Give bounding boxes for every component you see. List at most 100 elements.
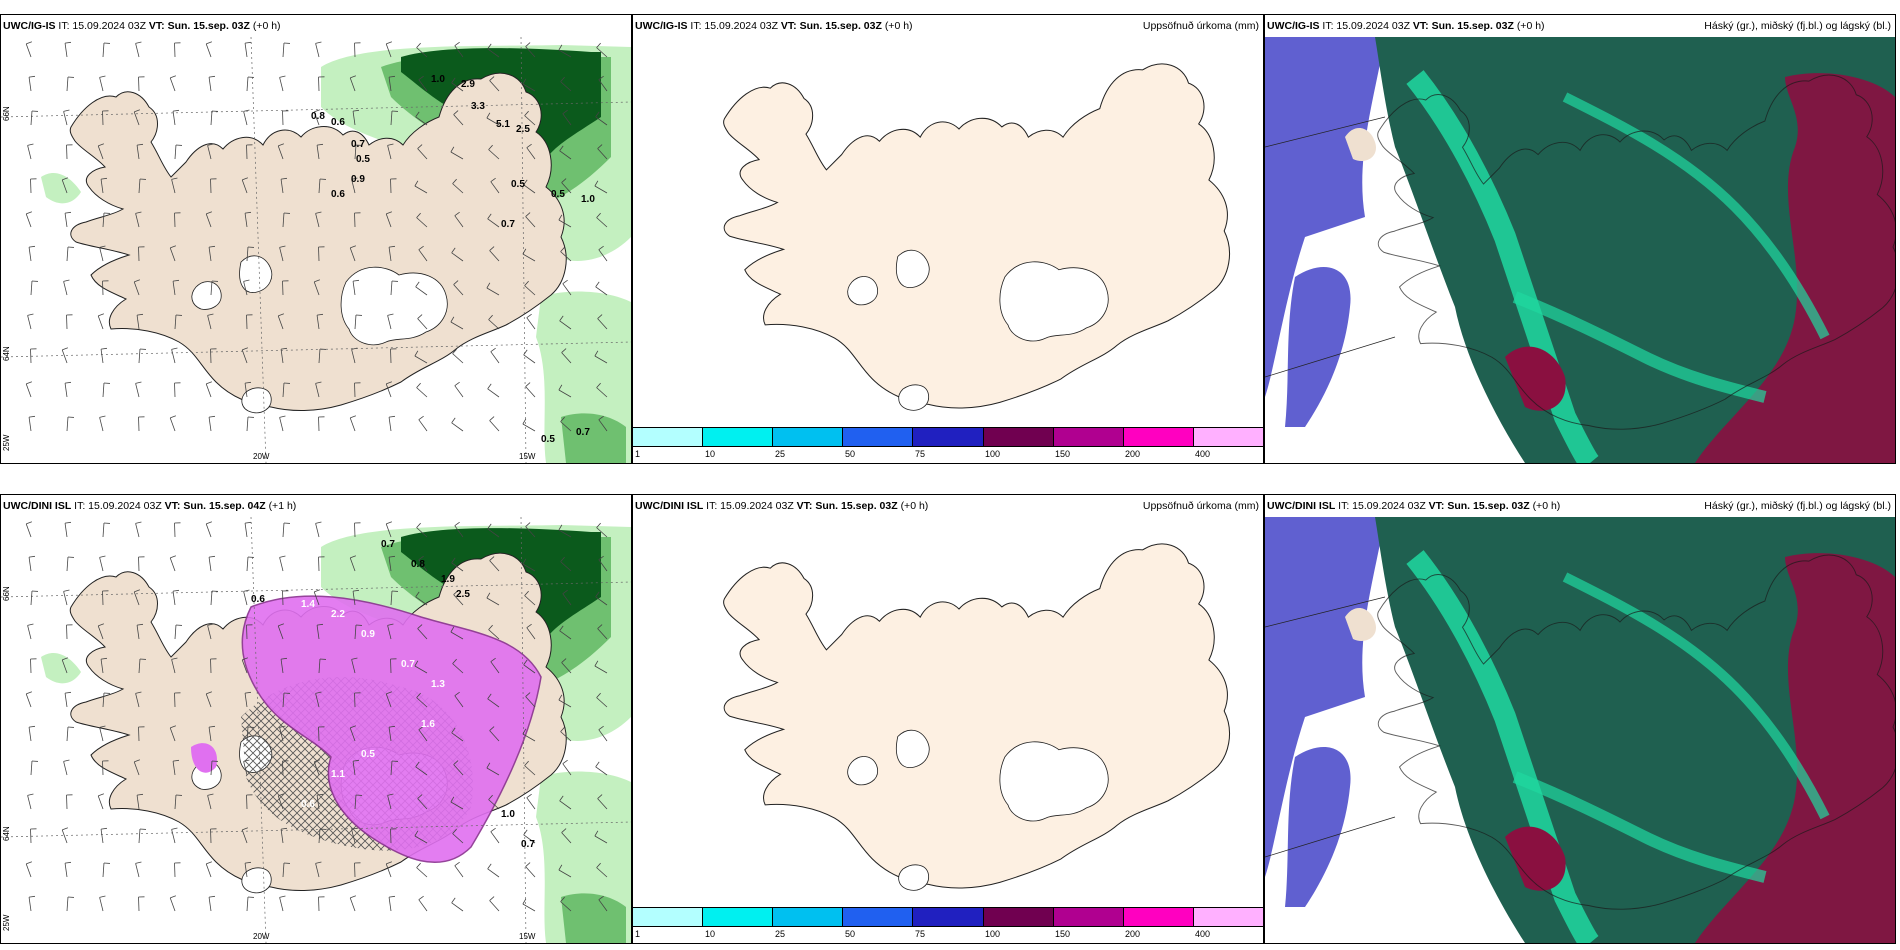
glacier	[847, 756, 878, 786]
latitude-line-upper	[1, 101, 631, 118]
legend-swatch	[843, 428, 914, 446]
legend-swatch	[703, 908, 774, 926]
low-cloud-area	[1265, 37, 1385, 397]
valid-time-label: VT:	[148, 20, 165, 32]
boundary-line	[1265, 596, 1386, 628]
panel-header: UWC/IG-IS IT: 15.09.2024 03Z VT: Sun. 15…	[1265, 15, 1895, 37]
precip-value: 0.6	[331, 189, 345, 200]
lat-label-64n: 64N	[2, 346, 11, 361]
valid-time: Sun. 15.sep. 03Z	[815, 500, 898, 512]
high-cloud-area	[1375, 37, 1895, 463]
mixed-cloud-patch	[1505, 346, 1566, 411]
precip-value: 2.5	[456, 589, 470, 600]
forecast-offset: (+0 h)	[1516, 20, 1545, 32]
valid-time: Sun. 15.sep. 03Z	[167, 20, 250, 32]
precip-value: 0.7	[381, 539, 395, 550]
precip-value: 0.8	[311, 111, 325, 122]
precip-value: 0.5	[361, 749, 375, 760]
mid-cloud-band	[1562, 92, 1830, 340]
legend-swatch	[1053, 428, 1124, 446]
panel-variable-title: Háský (gr.), miðský (fj.bl.) og lágský (…	[1704, 500, 1891, 512]
legend-tick: 25	[775, 929, 786, 939]
precip-map	[723, 63, 1230, 411]
boundary-line	[1265, 816, 1396, 858]
legend-tick: 75	[915, 929, 926, 939]
forecast-offset: (+0 h)	[252, 20, 281, 32]
glacier	[241, 387, 272, 414]
precip-value: 0.5	[551, 189, 565, 200]
mid-cloud-band	[1512, 771, 1767, 883]
cloud-map	[1265, 517, 1895, 943]
valid-time-label: VT:	[1412, 20, 1429, 32]
wind-map: 66N 64N 20W 15W 25W 0.7 0.8 1.92.5 0.6 1.4 2.2 0.9 0…	[1, 517, 631, 943]
lon-label-15w: 15W	[519, 452, 536, 461]
mixed-cloud-area	[1695, 553, 1895, 943]
legend-swatch	[773, 908, 844, 926]
precip-value: 0.9	[361, 629, 375, 640]
iceland-land	[69, 72, 567, 412]
precip-value: 0.8	[411, 559, 425, 570]
longitude-line-left	[250, 37, 267, 463]
legend-tick: 75	[915, 449, 926, 459]
legend-swatch	[773, 428, 844, 446]
valid-time: Sun. 15.sep. 03Z	[1431, 20, 1514, 32]
longitude-line-left	[250, 517, 267, 943]
legend-tick: 400	[1195, 929, 1211, 939]
legend-swatch	[633, 428, 704, 446]
forecast-offset: (+0 h)	[1532, 500, 1561, 512]
panel-header: UWC/DINI ISL IT: 15.09.2024 03Z VT: Sun.…	[633, 495, 1263, 517]
precip-value: 3.3	[471, 101, 485, 112]
precip-area-southeast-mid	[561, 893, 626, 943]
legend-tick: 400	[1195, 449, 1211, 459]
init-time: IT: 15.09.2024 03Z	[706, 500, 794, 512]
land-patch	[1345, 607, 1376, 642]
latitude-line-lower	[1, 821, 631, 838]
panel-wind-igis: UWC/IG-IS IT: 15.09.2024 03Z VT: Sun. 15…	[0, 14, 632, 464]
low-cloud-area	[1285, 267, 1351, 427]
precip-value: 0.6	[301, 799, 315, 810]
legend-tick: 50	[845, 929, 856, 939]
precip-value: 1.6	[421, 719, 435, 730]
wind-barbs	[25, 41, 608, 432]
legend-tick: 100	[985, 449, 1001, 459]
longitude-line-right	[520, 37, 527, 463]
precip-color-legend	[633, 907, 1263, 927]
precip-area-southeast-mid	[561, 413, 626, 463]
glacier	[241, 867, 272, 894]
valid-time: Sun. 15.sep. 03Z	[799, 20, 882, 32]
precip-value: 1.0	[431, 74, 445, 85]
mid-cloud-band	[1562, 572, 1830, 820]
model-name: UWC/IG-IS	[635, 20, 688, 32]
boundary-line	[1265, 116, 1386, 148]
iceland-land	[723, 543, 1230, 889]
legend-ticks: 1 10 25 50 75 100 150 200 400	[633, 447, 1263, 463]
lon-label-25w: 25W	[2, 434, 11, 451]
precip-area-west	[41, 652, 81, 684]
precip-value: 0.5	[541, 434, 555, 445]
forecast-offset: (+1 h)	[268, 500, 297, 512]
precip-color-legend	[633, 427, 1263, 447]
legend-swatch	[1123, 428, 1194, 446]
precip-value: 0.7	[401, 659, 415, 670]
legend-swatch	[1123, 908, 1194, 926]
lat-label-66n: 66N	[2, 586, 11, 601]
legend-swatch	[1193, 428, 1263, 446]
precip-value: 0.5	[356, 154, 370, 165]
panel-variable-title: Háský (gr.), miðský (fj.bl.) og lágský (…	[1704, 20, 1891, 32]
precip-spot	[191, 743, 217, 773]
precip-value: 0.9	[351, 174, 365, 185]
precip-value: 1.0	[581, 194, 595, 205]
panel-header: UWC/IG-IS IT: 15.09.2024 03Z VT: Sun. 15…	[1, 15, 631, 37]
lat-label-66n: 66N	[2, 106, 11, 121]
precip-value: 2.2	[331, 609, 345, 620]
legend-swatch	[843, 908, 914, 926]
precip-value: 1.4	[301, 599, 315, 610]
wind-barbs	[25, 521, 608, 912]
model-name: UWC/DINI ISL	[1267, 500, 1336, 512]
mid-cloud-band	[1406, 550, 1599, 943]
panel-cloud-igis: UWC/IG-IS IT: 15.09.2024 03Z VT: Sun. 15…	[1264, 14, 1896, 464]
legend-tick: 10	[705, 449, 716, 459]
mid-cloud-band	[1512, 291, 1767, 403]
precip-value: 0.7	[576, 427, 590, 438]
glacier	[847, 276, 878, 306]
